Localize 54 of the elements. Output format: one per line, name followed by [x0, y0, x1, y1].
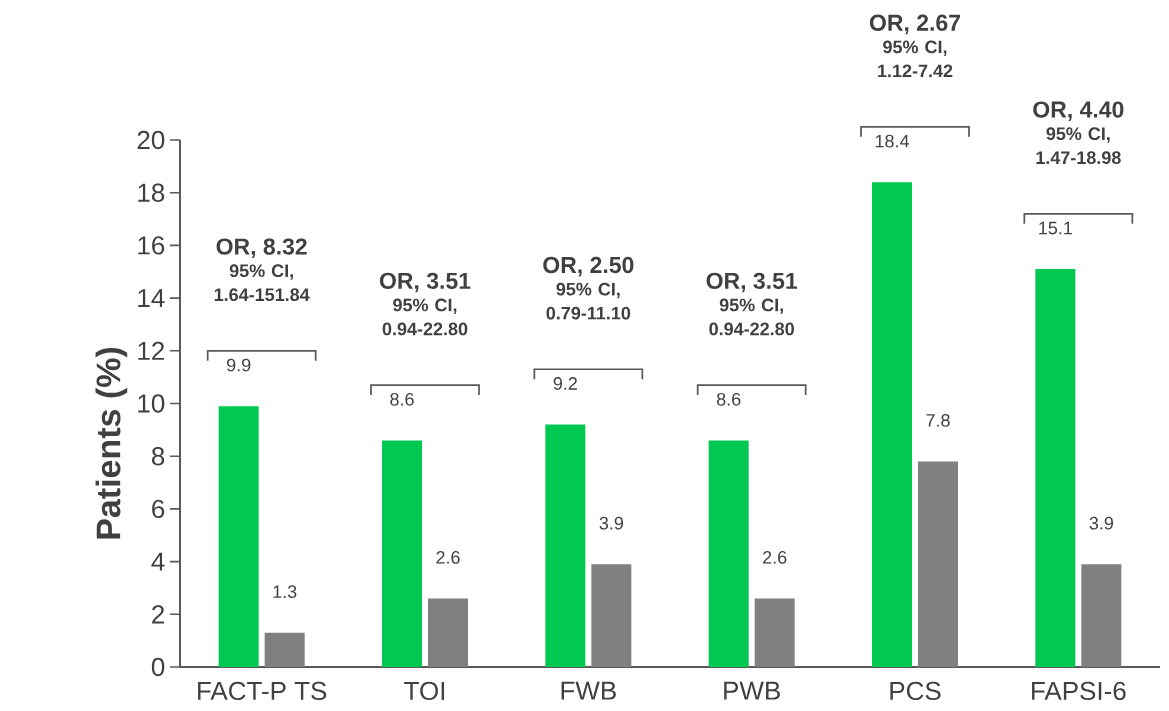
- data-label: 2.6: [763, 551, 787, 564]
- data-label: 2.6: [436, 551, 460, 564]
- data-label: 8.6: [716, 392, 741, 406]
- bar: [918, 461, 959, 667]
- bar: [754, 598, 795, 667]
- data-label: 9.9: [227, 358, 251, 372]
- x-tick-label: FAPSI-6: [1032, 681, 1126, 701]
- text: 95% CI, 1.12-7.42: [878, 40, 953, 78]
- bar: [218, 406, 259, 667]
- y-tick-label: 0: [151, 657, 165, 677]
- bar: [382, 440, 423, 667]
- annotation: OR, 2.50: [543, 256, 634, 277]
- y-tick-label: 8: [151, 447, 165, 466]
- y-axis-title: Patients (%): [95, 347, 128, 539]
- x-tick-label: PCS: [890, 681, 941, 701]
- data-label: 1.3: [273, 585, 297, 599]
- data-label: 15.1: [1039, 221, 1072, 235]
- y-tick-label: 12: [138, 341, 164, 360]
- bar: [545, 424, 586, 667]
- data-label: 8.6: [390, 392, 414, 406]
- annotation: 95% CI, 0.79-11.10: [546, 282, 631, 320]
- data-label: 9.2: [553, 377, 577, 390]
- x-tick-label: TOI: [404, 681, 445, 701]
- annotation: OR, 8.32: [216, 238, 307, 259]
- annotation: 95% CI, 0.94-22.80: [382, 298, 468, 336]
- annotation: OR, 3.51: [706, 272, 798, 293]
- y-tick-label: 10: [138, 394, 165, 413]
- bar: [872, 182, 913, 667]
- y-tick-label: 4: [151, 552, 165, 571]
- y-tick-label: 6: [152, 499, 165, 519]
- x-tick-label: FWB: [561, 681, 616, 700]
- y-tick-label: 2: [152, 605, 164, 624]
- annotation: 95% CI, 1.64-151.84: [214, 264, 310, 302]
- annotation: 95% CI, 1.47-18.98: [1036, 127, 1121, 165]
- bar: [708, 440, 749, 667]
- y-tick-label: 14: [138, 289, 165, 308]
- bar: [1035, 269, 1076, 667]
- annotation: 95% CI, 0.94-22.80: [709, 298, 794, 336]
- bar: [1081, 564, 1122, 667]
- text: OR, 2.67: [869, 14, 960, 35]
- data-label: 3.9: [599, 516, 623, 530]
- annotation: OR, 3.51: [379, 272, 471, 293]
- text: OR, 4.40: [1033, 101, 1124, 122]
- y-tick-label: 20: [137, 130, 165, 150]
- y-tick-label: 18: [138, 183, 165, 202]
- data-label: 3.9: [1089, 516, 1113, 530]
- bar: [264, 632, 305, 667]
- x-tick-label: PWB: [724, 681, 780, 700]
- y-tick-label: 16: [138, 236, 165, 255]
- bar: [428, 598, 469, 667]
- data-label: 7.8: [926, 414, 950, 427]
- bar: [591, 564, 632, 667]
- data-label: 18.4: [875, 134, 909, 148]
- x-tick-label: FACT-P TS: [198, 681, 327, 701]
